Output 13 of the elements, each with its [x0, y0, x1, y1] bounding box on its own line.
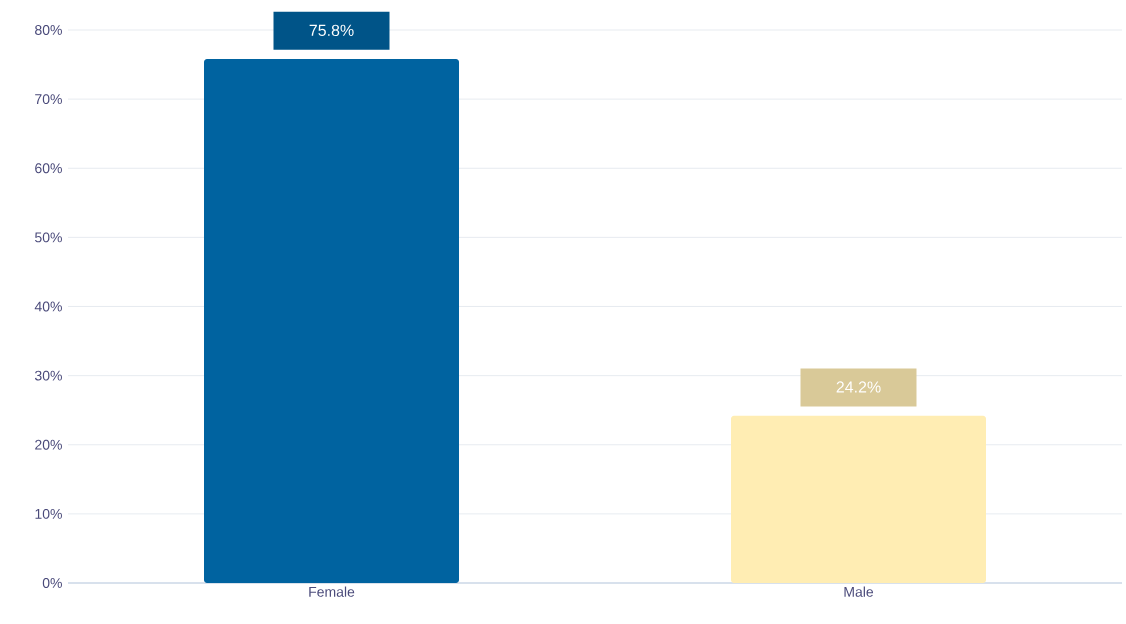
- y-tick-label: 50%: [35, 232, 62, 243]
- y-tick-label: 80%: [35, 25, 62, 35]
- y-tick-label: 0%: [42, 578, 62, 588]
- y-tick-label: 10%: [35, 508, 62, 519]
- y-tick-label: 60%: [35, 163, 62, 174]
- y-tick-label: 20%: [35, 439, 62, 450]
- y-tick-label: 30%: [34, 370, 62, 381]
- data-label: 24.2%: [836, 381, 881, 393]
- y-tick-label: 40%: [34, 301, 62, 312]
- x-tick-label: Male: [844, 586, 874, 597]
- data-label: 75.8%: [309, 24, 354, 36]
- y-tick-label: 70%: [35, 94, 62, 105]
- x-tick-label: Female: [309, 586, 355, 597]
